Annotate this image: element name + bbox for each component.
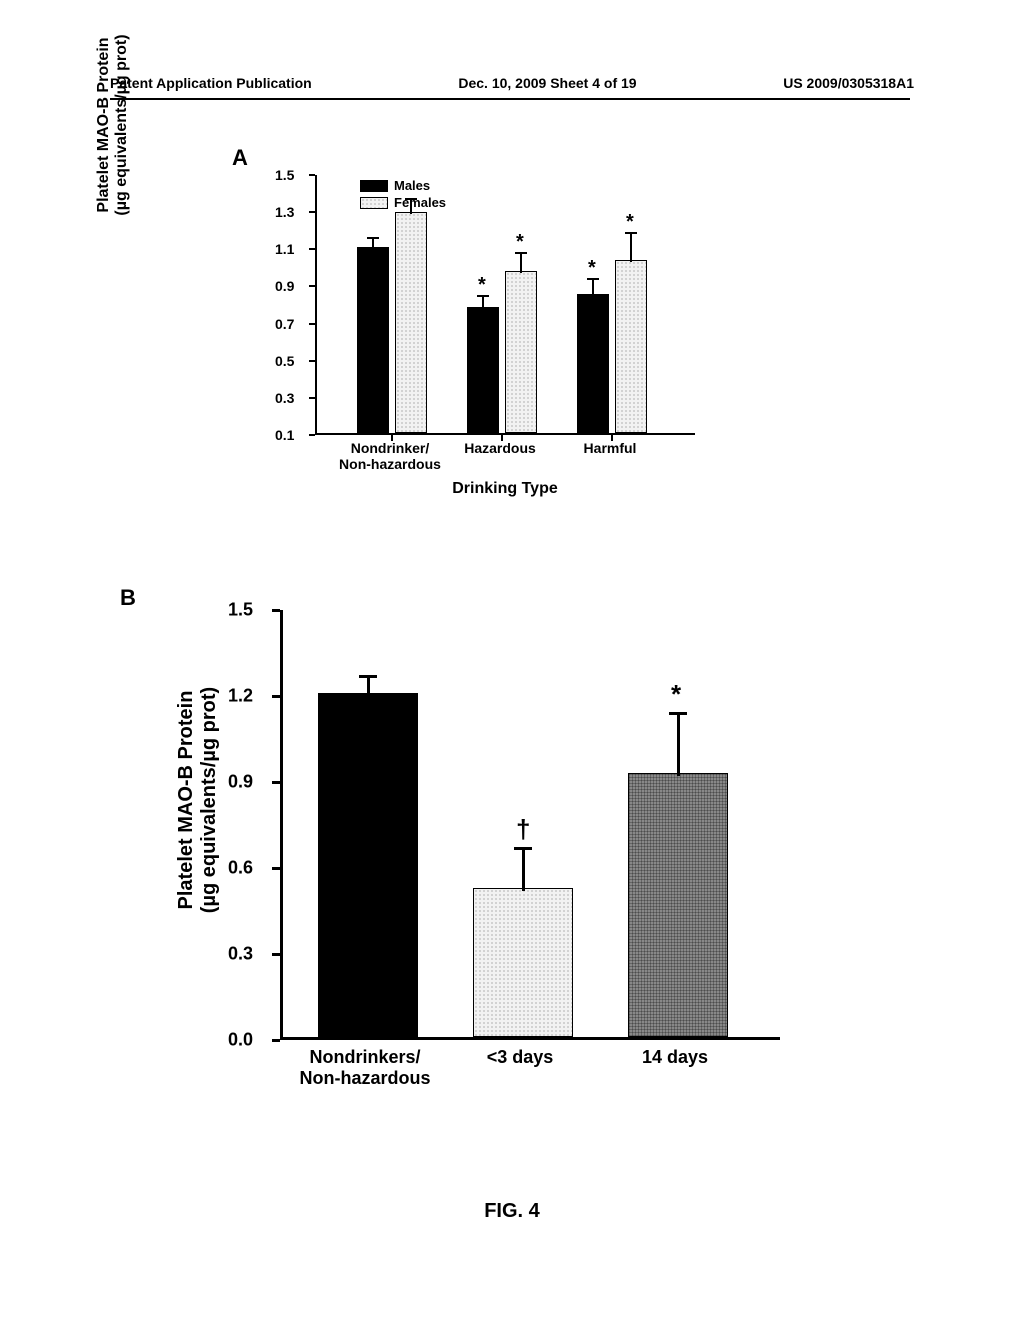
chart-a-ytick-label: 1.3 <box>275 204 358 220</box>
chart-b-yaxis-label-line2: (µg equivalents/µg prot) <box>198 600 221 1000</box>
chart-a-sig-marker: * <box>588 257 596 280</box>
chart-a-bar <box>357 247 389 433</box>
chart-b-ytick-label: 1.5 <box>228 600 253 621</box>
legend-item-males: Males <box>360 178 446 193</box>
chart-a-ytick-label: 0.5 <box>275 353 358 369</box>
chart-b-category-label: <3 days <box>440 1047 600 1068</box>
chart-b-category-label: Nondrinkers/Non-hazardous <box>285 1047 445 1089</box>
chart-b-ytick <box>272 953 280 956</box>
chart-b-yaxis-label: Platelet MAO-B Protein (µg equivalents/µ… <box>175 600 221 1000</box>
panel-b-label: B <box>120 585 136 611</box>
chart-b-errorcap <box>514 847 532 850</box>
chart-a-errorbar <box>592 279 594 296</box>
chart-b-ytick-label: 0.3 <box>228 944 253 965</box>
legend-label-females: Females <box>394 195 446 210</box>
chart-a-bar <box>577 294 609 433</box>
chart-b-ytick-label: 1.2 <box>228 686 253 707</box>
chart-a-sig-marker: * <box>626 211 634 234</box>
chart-b-errorbar <box>677 713 680 776</box>
panel-a-label: A <box>232 145 248 171</box>
chart-a-bar <box>615 260 647 433</box>
chart-a-errorbar <box>482 296 484 309</box>
chart-b: B Platelet MAO-B Protein (µg equivalents… <box>120 580 820 1150</box>
header-right: US 2009/0305318A1 <box>783 75 914 91</box>
chart-a-bar <box>395 212 427 433</box>
chart-a: A Platelet MAO-B Protein (µg equivalents… <box>190 145 750 565</box>
chart-b-errorbar <box>522 848 525 891</box>
chart-a-xaxis-label: Drinking Type <box>315 480 695 498</box>
chart-b-bar <box>473 888 573 1037</box>
chart-b-plot: †* <box>280 610 780 1040</box>
chart-a-yaxis-label-line1: Platelet MAO-B Protein <box>95 25 113 225</box>
chart-b-ytick-label: 0.6 <box>228 858 253 879</box>
chart-b-ytick-label: 0.0 <box>228 1030 253 1051</box>
header-rule <box>110 98 910 100</box>
chart-b-bar <box>628 773 728 1037</box>
chart-a-bar <box>467 307 499 433</box>
legend-swatch-females <box>360 197 388 209</box>
chart-a-errorcap <box>367 237 379 239</box>
chart-a-ytick-label: 0.7 <box>275 316 358 332</box>
figure-caption: FIG. 4 <box>0 1200 1024 1223</box>
chart-a-legend: Males Females <box>360 178 446 212</box>
chart-b-category-label: 14 days <box>595 1047 755 1068</box>
chart-a-plot: * * * * <box>315 175 695 435</box>
chart-a-errorbar <box>630 233 632 263</box>
chart-b-bar <box>318 693 418 1037</box>
chart-b-ytick-label: 0.9 <box>228 772 253 793</box>
chart-b-ytick <box>272 609 280 612</box>
chart-a-category-label: Harmful <box>545 440 675 456</box>
page-header: Patent Application Publication Dec. 10, … <box>0 75 1024 91</box>
chart-a-errorbar <box>520 253 522 273</box>
chart-a-yaxis-label: Platelet MAO-B Protein (µg equivalents/µ… <box>95 25 131 225</box>
chart-b-errorcap <box>359 675 377 678</box>
legend-label-males: Males <box>394 178 430 193</box>
chart-a-ytick-label: 1.1 <box>275 241 358 257</box>
chart-a-yaxis-label-line2: (µg equivalents/µg prot) <box>113 25 131 225</box>
chart-b-errorbar <box>367 676 370 696</box>
chart-a-ytick-label: 0.9 <box>275 278 358 294</box>
chart-a-ytick-label: 0.3 <box>275 390 358 406</box>
header-center: Dec. 10, 2009 Sheet 4 of 19 <box>458 75 636 91</box>
chart-a-bar <box>505 271 537 433</box>
chart-b-errorcap <box>669 712 687 715</box>
chart-a-sig-marker: * <box>516 231 524 254</box>
chart-a-ytick-label: 1.5 <box>275 167 358 183</box>
chart-b-sig-marker: * <box>671 679 681 710</box>
chart-b-sig-marker: † <box>516 814 530 845</box>
legend-swatch-males <box>360 180 388 192</box>
header-left: Patent Application Publication <box>110 75 312 91</box>
chart-b-ytick <box>272 1039 280 1042</box>
chart-b-yaxis-label-line1: Platelet MAO-B Protein <box>175 600 198 1000</box>
chart-a-sig-marker: * <box>478 274 486 297</box>
chart-b-ytick <box>272 781 280 784</box>
chart-a-errorbar <box>372 238 374 249</box>
chart-b-ytick <box>272 867 280 870</box>
chart-b-ytick <box>272 695 280 698</box>
legend-item-females: Females <box>360 195 446 210</box>
